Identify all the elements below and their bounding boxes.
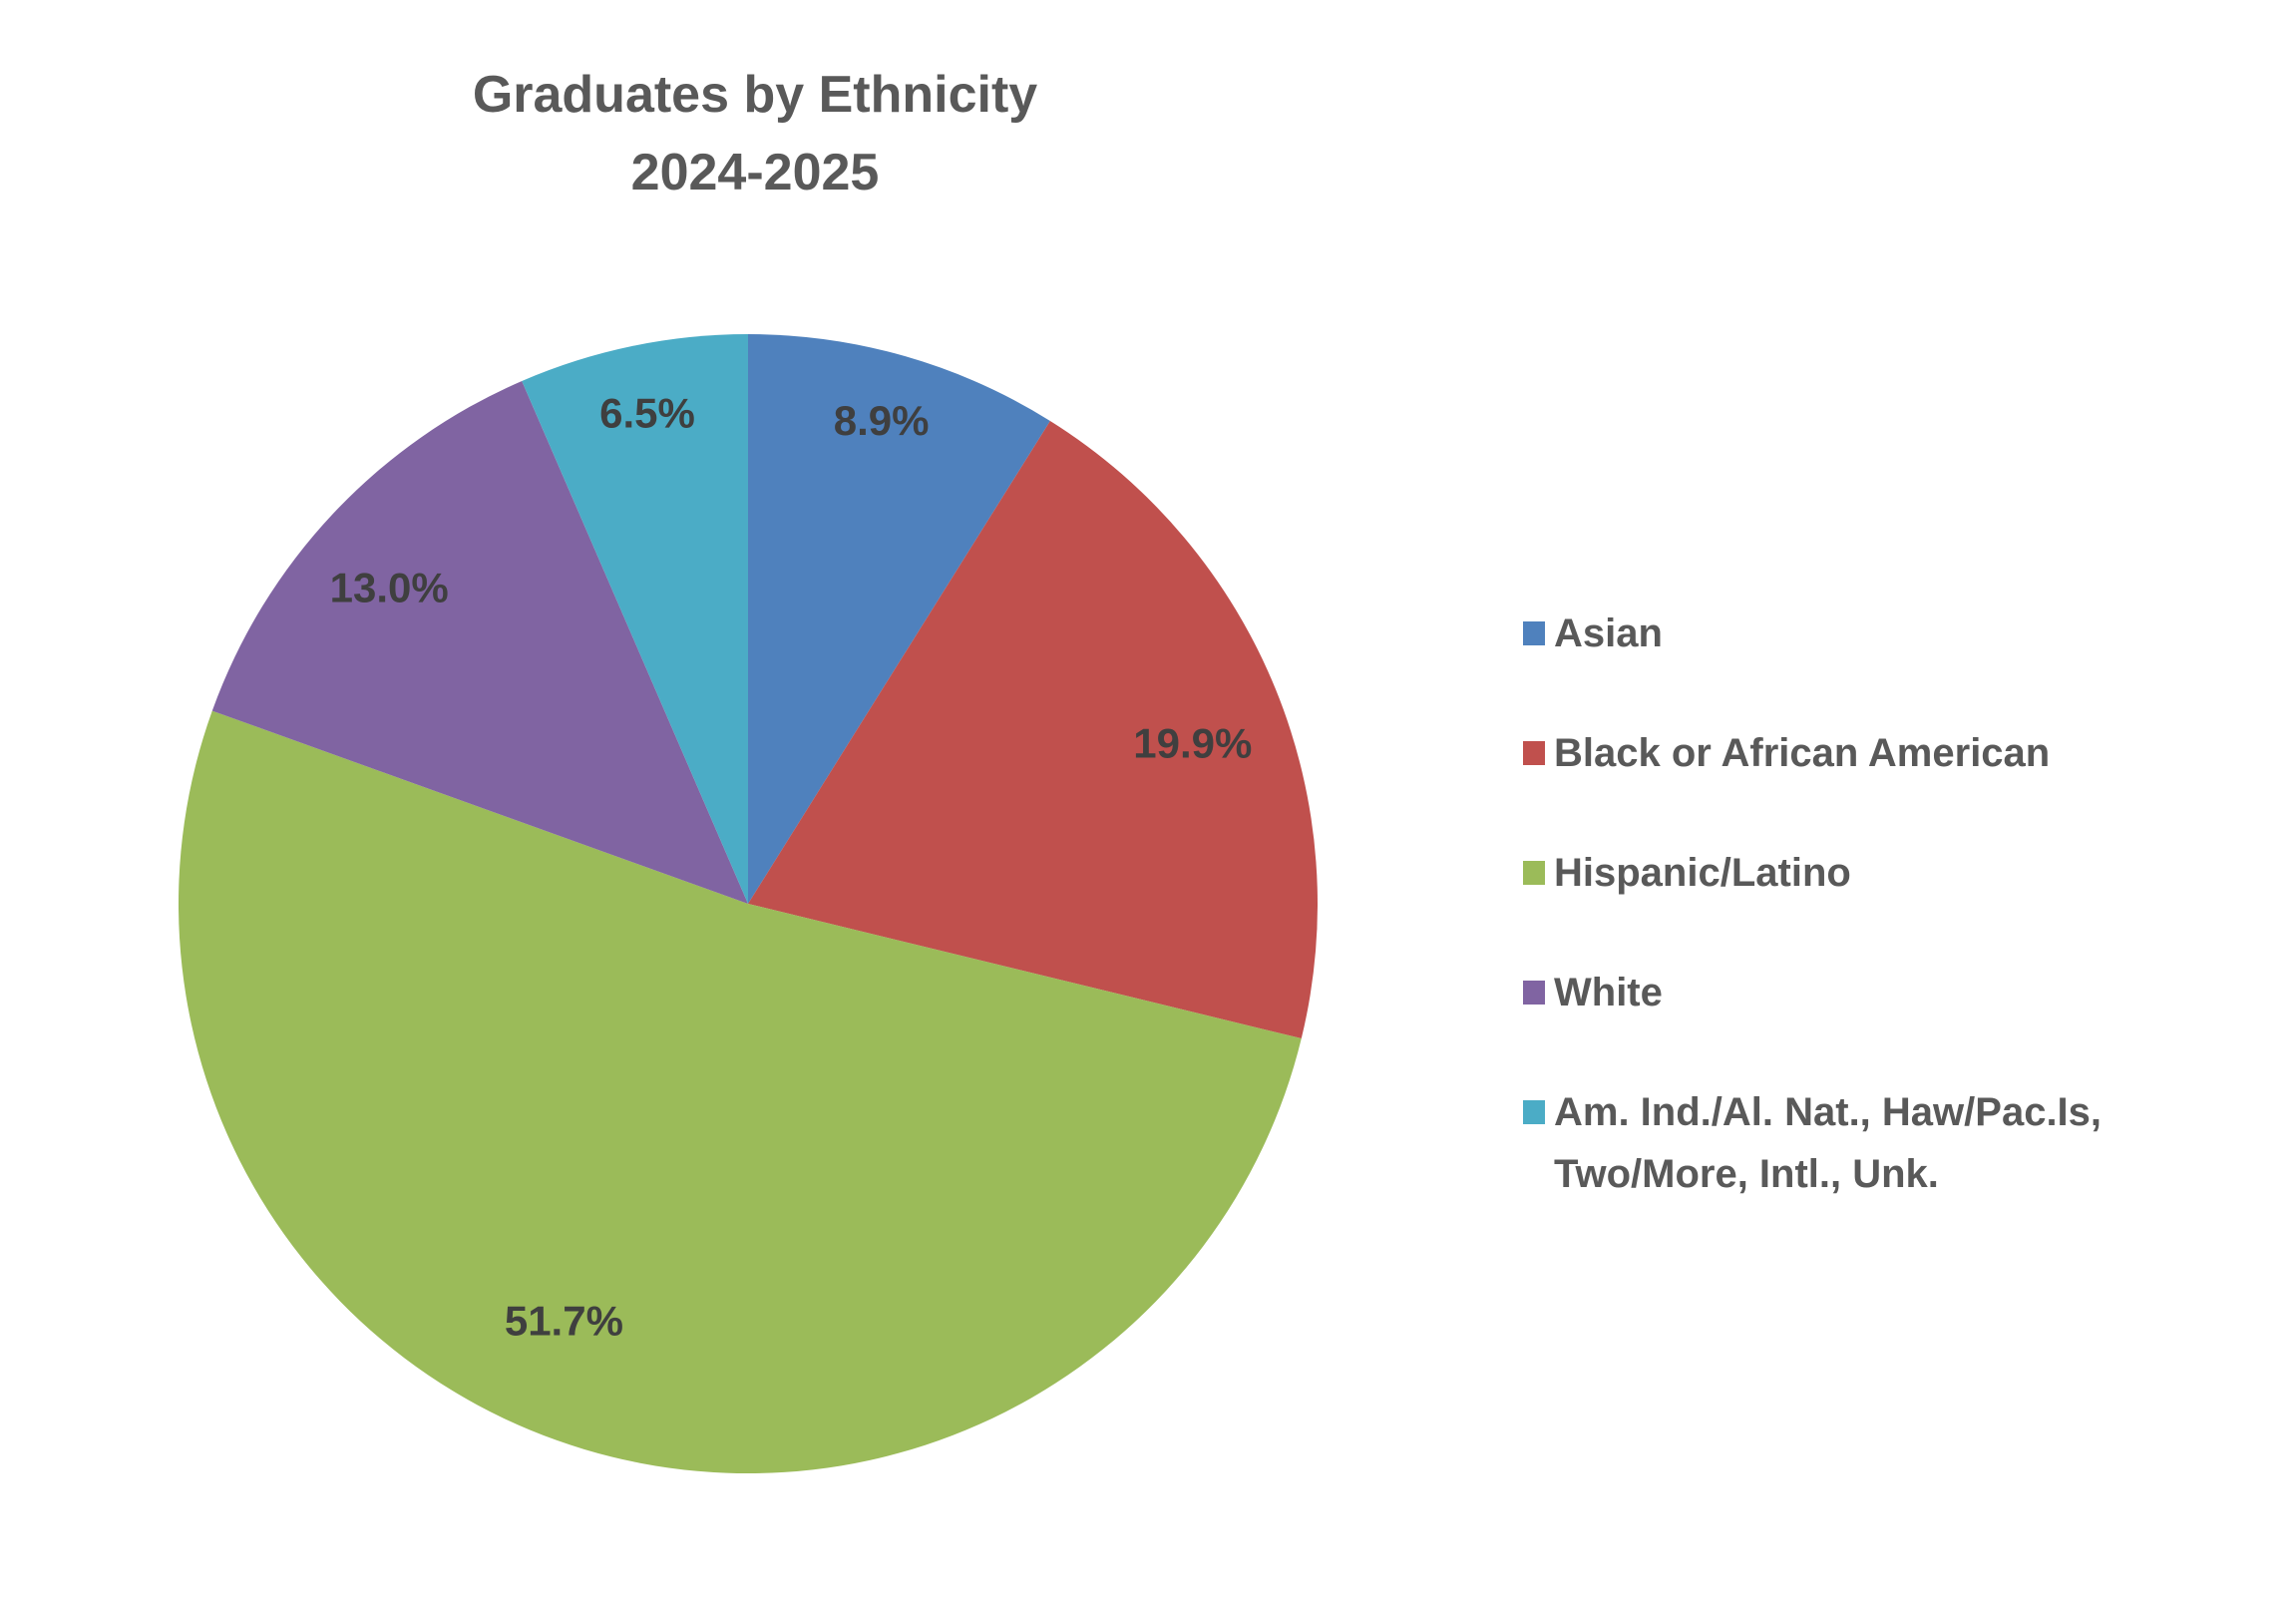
pie-slice-am-ind-al-nat-haw-pac-is-two-more-intl-unk — [522, 334, 748, 904]
chart-title-line1: Graduates by Ethnicity — [472, 66, 1038, 124]
legend: Asian Black or African American Hispanic/L… — [1523, 603, 2252, 1263]
data-label-am-ind-al-nat-haw-pac-is-two-more-intl-unk: 6.5% — [599, 389, 695, 436]
legend-label: Hispanic/Latino — [1554, 851, 1851, 895]
pie-slice-white — [211, 380, 748, 905]
legend-swatch-icon — [1523, 861, 1545, 885]
legend-item-white: White — [1523, 962, 2252, 1023]
legend-label: Asian — [1554, 611, 1663, 655]
chart-title-line2: 2024-2025 — [630, 144, 880, 202]
legend-item-asian: Asian — [1523, 603, 2252, 664]
legend-swatch-icon — [1523, 621, 1545, 645]
pie-slice-hispanic-latino — [178, 710, 1302, 1474]
pie-slice-asian — [748, 334, 1050, 904]
legend-swatch-icon — [1523, 981, 1545, 1005]
pie-slice-black-or-african-american — [748, 420, 1318, 1039]
data-label-black-or-african-american: 19.9% — [1133, 720, 1252, 767]
legend-swatch-icon — [1523, 1100, 1545, 1124]
data-label-white: 13.0% — [330, 564, 449, 610]
legend-label: White — [1554, 971, 1663, 1014]
legend-item-hispanic-latino: Hispanic/Latino — [1523, 842, 2252, 904]
chart-title: Graduates by Ethnicity 2024-2025 — [0, 56, 1510, 211]
legend-swatch-icon — [1523, 741, 1545, 765]
data-label-asian: 8.9% — [834, 397, 930, 444]
legend-item-am-ind-al-nat-haw-pac-is-two-more-intl-unk: Am. Ind./Al. Nat., Haw/Pac.Is, Two/More,… — [1523, 1081, 2252, 1205]
legend-item-black-or-african-american: Black or African American — [1523, 722, 2252, 784]
legend-label: Am. Ind./Al. Nat., Haw/Pac.Is, Two/More,… — [1554, 1090, 2103, 1196]
data-label-hispanic-latino: 51.7% — [505, 1297, 623, 1344]
legend-label: Black or African American — [1554, 731, 2051, 775]
